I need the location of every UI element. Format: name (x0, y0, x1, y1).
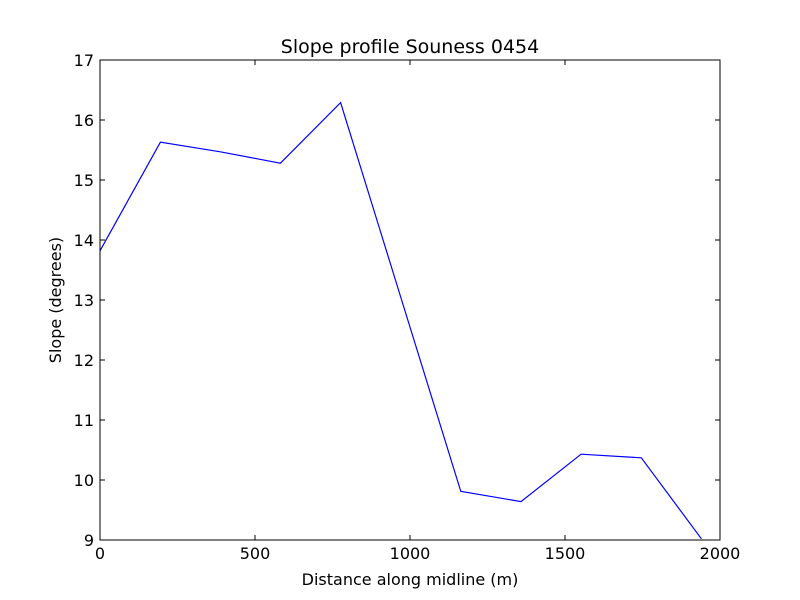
y-tick-label: 9 (84, 531, 94, 550)
x-tick-label: 0 (95, 544, 105, 563)
y-tick-label: 15 (74, 171, 94, 190)
x-tick-label: 2000 (700, 544, 741, 563)
y-tick-label: 11 (74, 411, 94, 430)
axes-frame (99, 59, 721, 541)
y-tick-label: 17 (74, 51, 94, 70)
y-tick-label: 14 (74, 231, 94, 250)
y-axis-label: Slope (degrees) (46, 237, 65, 363)
x-tick-label: 1500 (545, 544, 586, 563)
x-tick-label: 1000 (390, 544, 431, 563)
series-line-0 (99, 101, 702, 540)
y-tick-label: 12 (74, 351, 94, 370)
plot-area: 0 500 1000 1500 2000 9 10 11 12 13 14 15 16 17 (74, 51, 741, 563)
y-tick-label: 10 (74, 471, 94, 490)
y-tick-label: 16 (74, 111, 94, 130)
x-tick-label: 500 (240, 544, 271, 563)
chart-title: Slope profile Souness 0454 (281, 36, 539, 58)
x-axis-label: Distance along midline (m) (302, 570, 519, 589)
y-tick-label: 13 (74, 291, 94, 310)
